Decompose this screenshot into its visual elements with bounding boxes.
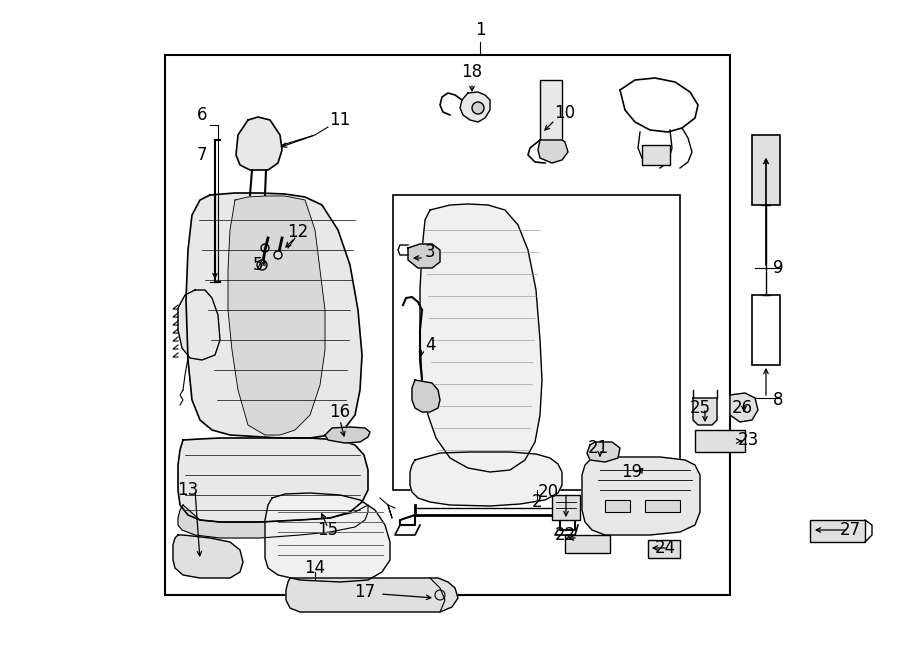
Text: 16: 16 — [329, 403, 351, 421]
Text: 12: 12 — [287, 223, 309, 241]
Text: 1: 1 — [474, 21, 485, 39]
Circle shape — [274, 251, 282, 259]
Bar — [752, 295, 780, 365]
Polygon shape — [236, 117, 282, 170]
Polygon shape — [693, 398, 717, 425]
Text: 17: 17 — [355, 583, 375, 601]
Bar — [648, 540, 680, 558]
Text: 7: 7 — [197, 146, 207, 164]
Polygon shape — [325, 427, 370, 443]
Text: 19: 19 — [621, 463, 643, 481]
Text: 21: 21 — [588, 439, 608, 457]
Polygon shape — [420, 204, 542, 472]
Text: 22: 22 — [554, 526, 576, 544]
Bar — [695, 430, 745, 452]
Text: 14: 14 — [304, 559, 326, 577]
Bar — [642, 145, 670, 165]
Circle shape — [257, 260, 267, 270]
Polygon shape — [178, 290, 220, 360]
Text: 4: 4 — [425, 336, 436, 354]
Text: 18: 18 — [462, 63, 482, 81]
Bar — [552, 495, 580, 520]
Text: 3: 3 — [425, 243, 436, 261]
Polygon shape — [265, 493, 390, 582]
Polygon shape — [178, 505, 368, 538]
Text: 9: 9 — [773, 259, 783, 277]
Text: 24: 24 — [654, 539, 676, 557]
Bar — [393, 195, 680, 490]
Text: 5: 5 — [253, 256, 263, 274]
Text: 20: 20 — [537, 483, 559, 501]
Text: 23: 23 — [737, 431, 759, 449]
Polygon shape — [582, 457, 700, 535]
Polygon shape — [730, 393, 758, 422]
Bar — [165, 55, 730, 595]
Bar — [810, 520, 865, 542]
Polygon shape — [412, 380, 440, 412]
Polygon shape — [587, 442, 620, 462]
Polygon shape — [286, 578, 458, 612]
Polygon shape — [460, 92, 490, 122]
Text: 2: 2 — [532, 493, 543, 511]
Text: 13: 13 — [177, 481, 199, 499]
Polygon shape — [408, 244, 440, 268]
Text: 25: 25 — [689, 399, 711, 417]
Text: 10: 10 — [554, 104, 576, 122]
Polygon shape — [186, 193, 362, 438]
Polygon shape — [178, 438, 368, 522]
Text: 6: 6 — [197, 106, 207, 124]
Polygon shape — [173, 535, 243, 578]
Bar — [752, 135, 780, 205]
Polygon shape — [538, 140, 568, 163]
Polygon shape — [228, 196, 325, 435]
Text: 27: 27 — [840, 521, 860, 539]
Bar — [565, 535, 610, 553]
Bar — [645, 500, 680, 512]
Text: 26: 26 — [732, 399, 752, 417]
Circle shape — [472, 102, 484, 114]
Bar — [540, 80, 562, 140]
Bar — [605, 500, 630, 512]
Polygon shape — [410, 452, 562, 506]
Text: 15: 15 — [318, 521, 338, 539]
Text: 8: 8 — [773, 391, 783, 409]
Text: 11: 11 — [329, 111, 351, 129]
